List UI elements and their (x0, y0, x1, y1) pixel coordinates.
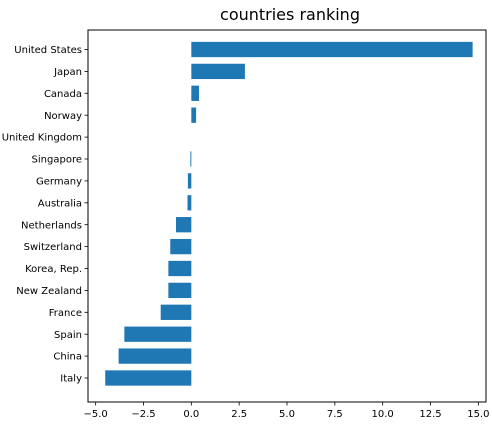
bar-canada (191, 86, 199, 101)
x-tick-label: −2.5 (131, 409, 155, 420)
bar-norway (191, 108, 196, 123)
y-tick-layer: United States Japan Canada Norway United Kin… (2, 45, 88, 385)
bar-china (119, 348, 192, 363)
bar-netherlands (176, 217, 191, 232)
x-tick-label: 0.0 (183, 409, 199, 420)
bars-layer (105, 42, 472, 386)
x-tick-label: 10.0 (372, 409, 394, 420)
bar-spain (124, 327, 191, 342)
y-tick-label: Canada (44, 89, 82, 100)
bar-germany (188, 173, 191, 188)
y-tick-label: Norway (44, 111, 82, 122)
y-tick-label: Spain (54, 330, 82, 341)
x-tick-label: 12.5 (419, 409, 441, 420)
y-tick-label: New Zealand (16, 286, 82, 297)
y-tick-label: Singapore (32, 155, 82, 166)
y-tick-label: Korea, Rep. (25, 264, 82, 275)
bar-switzerland (170, 239, 191, 254)
y-tick-label: Australia (38, 198, 82, 209)
x-tick-label: 7.5 (327, 409, 343, 420)
x-tick-label: 15.0 (467, 409, 489, 420)
y-tick-label: United Kingdom (2, 133, 82, 144)
y-tick-label: United States (14, 45, 82, 56)
bar-france (161, 305, 192, 320)
x-tick-label: −5.0 (84, 409, 108, 420)
plot-frame (88, 30, 486, 402)
x-tick-label: 5.0 (279, 409, 295, 420)
y-tick-label: Italy (60, 374, 82, 385)
bar-japan (191, 64, 245, 79)
bar-italy (105, 370, 191, 385)
y-tick-label: Germany (36, 177, 82, 188)
bar-korea-rep (168, 261, 191, 276)
y-tick-label: Japan (53, 67, 82, 78)
bar-australia (188, 195, 192, 210)
x-tick-layer: −5.0 −2.5 0.0 2.5 5.0 7.5 10.0 12.5 15.0 (84, 402, 490, 420)
chart-title: countries ranking (220, 5, 360, 24)
y-tick-label: France (49, 308, 82, 319)
bar-new-zealand (168, 283, 191, 298)
bar-singapore (190, 151, 191, 166)
y-tick-label: Netherlands (21, 220, 82, 231)
bar-united-states (191, 42, 472, 57)
x-tick-label: 2.5 (231, 409, 247, 420)
y-tick-label: Switzerland (24, 242, 82, 253)
y-tick-label: China (53, 352, 82, 363)
